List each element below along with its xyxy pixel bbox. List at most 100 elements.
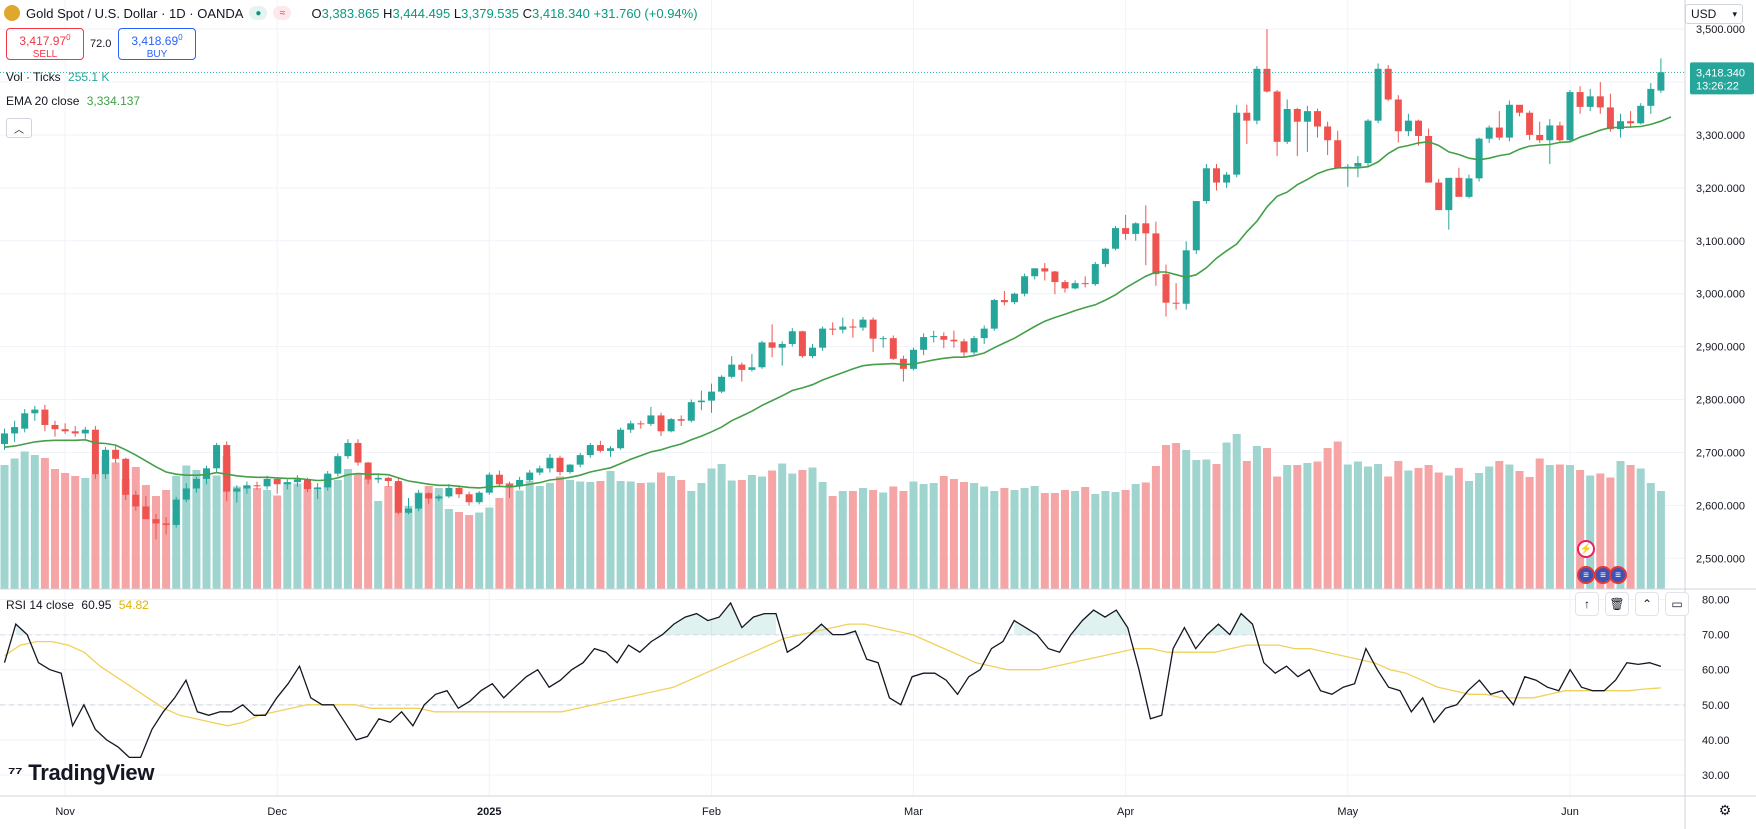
volume-bar (414, 492, 423, 589)
symbol-title[interactable]: Gold Spot / U.S. Dollar · 1D · OANDA (26, 5, 244, 21)
sell-button[interactable]: 3,417.970 SELL (6, 28, 84, 60)
volume-bar (242, 486, 251, 589)
candle-body (1, 433, 8, 444)
candle-body (374, 477, 382, 480)
candle-body (1526, 112, 1534, 135)
rsi-tick-label: 70.00 (1702, 630, 1730, 642)
volume-bar (758, 476, 766, 589)
lightning-event-icon[interactable]: ⚡ (1577, 540, 1595, 558)
volume-bar (909, 481, 918, 589)
candle-body (637, 423, 645, 425)
candle-body (192, 478, 200, 489)
gold-coin-icon (4, 5, 20, 21)
candle-body (1132, 223, 1140, 234)
price-tick-label: 3,300.000 (1696, 130, 1745, 142)
candle-body (526, 472, 534, 480)
low-value: 3,379.535 (461, 5, 519, 21)
candle-body (677, 419, 685, 421)
volume-bar (1394, 461, 1403, 589)
volume-bar (1081, 487, 1090, 589)
candle-body (1647, 88, 1655, 106)
volume-bar (525, 480, 534, 589)
maximize-pane-button[interactable]: ▭ (1665, 592, 1689, 616)
candle-body (71, 431, 79, 434)
candle-body (1243, 112, 1251, 121)
candle-body (1000, 300, 1008, 303)
candle-body (203, 468, 210, 479)
us-flag-event-icon[interactable]: ≡ (1577, 566, 1595, 584)
rsi-overbought-fill (810, 624, 856, 635)
volume-bar (768, 470, 777, 589)
gear-icon: ⚙ (1718, 801, 1732, 818)
candle-body (1475, 138, 1483, 179)
volume-bar (1141, 482, 1150, 589)
time-tick-label: Mar (904, 806, 923, 818)
candle-body (213, 445, 221, 469)
delete-pane-button[interactable]: 🗑 (1605, 592, 1629, 616)
volume-legend[interactable]: Vol · Ticks 255.1 K (6, 70, 110, 84)
market-open-icon[interactable]: ● (249, 6, 268, 20)
tradingview-logo: ⁷⁷ TradingView (8, 760, 154, 786)
volume-bar (1071, 491, 1080, 589)
candle-body (556, 457, 564, 473)
candle-body (1465, 178, 1473, 197)
candle-body (788, 331, 796, 344)
time-tick-label: Jun (1561, 806, 1579, 818)
tradingview-wordmark: TradingView (28, 760, 155, 785)
candle-body (1566, 92, 1574, 141)
volume-bar (1010, 490, 1019, 589)
candle-body (1576, 92, 1584, 107)
symbol-header: Gold Spot / U.S. Dollar · 1D · OANDA ● ≈… (4, 2, 698, 24)
buy-button[interactable]: 3,418.690 BUY (118, 28, 196, 60)
buy-price: 3,418.69 (131, 34, 179, 48)
candle-body (253, 485, 261, 487)
price-tick-label: 3,500.000 (1696, 24, 1745, 36)
candle-body (1051, 271, 1059, 283)
candle-body (162, 523, 170, 525)
volume-bar (374, 501, 383, 589)
candle-body (1516, 104, 1523, 113)
volume-bar (1263, 448, 1271, 589)
move-pane-up-button[interactable]: ↑ (1575, 592, 1599, 616)
candle-body (1637, 105, 1645, 124)
us-flag-event-icon[interactable]: ≡ (1609, 566, 1627, 584)
rsi-legend[interactable]: RSI 14 close 60.95 54.82 (6, 598, 149, 612)
volume-bar (1283, 465, 1292, 589)
volume-bar (747, 475, 756, 589)
volume-bar (576, 481, 585, 589)
volume-bar (1485, 466, 1494, 589)
collapse-legend-button[interactable]: ︿ (6, 118, 32, 138)
volume-bars (0, 434, 1665, 589)
currency-selector[interactable]: USD ▾ (1685, 4, 1743, 24)
volume-bar (131, 467, 140, 589)
volume-bar (1364, 466, 1372, 589)
settings-gear-button[interactable]: ⚙ (1715, 800, 1735, 820)
rsi-ma-line (4, 623, 1661, 727)
candle-body (394, 481, 402, 513)
volume-bar (1596, 473, 1605, 589)
volume-bar (162, 490, 171, 589)
collapse-pane-button[interactable]: ⌃ (1635, 592, 1659, 616)
candle-body (112, 449, 120, 459)
candle-body (475, 492, 483, 503)
candle-body (778, 343, 786, 348)
candle-body (920, 337, 928, 350)
volume-bar (687, 491, 696, 589)
candle-body (1495, 127, 1503, 138)
compare-icon[interactable]: ≈ (273, 6, 292, 20)
ema-legend[interactable]: EMA 20 close 3,334.137 (6, 94, 141, 108)
volume-bar (263, 490, 272, 589)
volume-bar (495, 498, 504, 589)
volume-bar (1566, 465, 1574, 589)
volume-bar (1384, 476, 1393, 589)
volume-bar (1606, 477, 1615, 589)
close-value: 3,418.340 (532, 5, 590, 21)
volume-bar (1242, 461, 1251, 589)
time-tick-label: Feb (702, 806, 721, 818)
volume-bar (1061, 490, 1069, 589)
volume-bar (354, 474, 362, 589)
volume-bar (990, 491, 999, 589)
candle-body (1293, 109, 1301, 122)
candle-body (1112, 228, 1119, 249)
